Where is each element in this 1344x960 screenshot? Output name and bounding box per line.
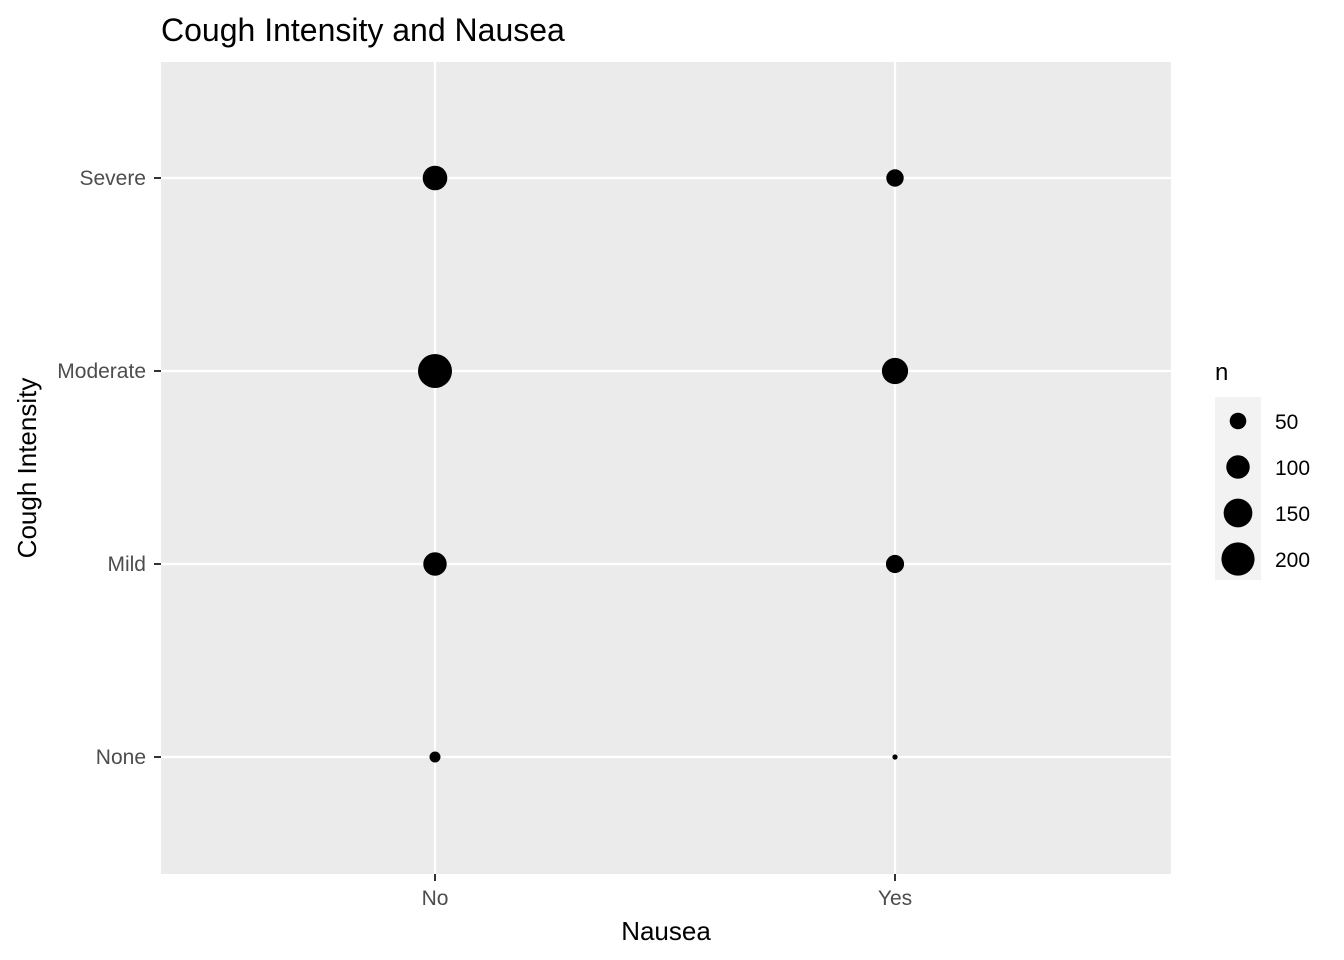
legend-key-100 bbox=[1226, 455, 1250, 479]
point-yes-mild bbox=[885, 554, 905, 574]
x-tick-label-yes: Yes bbox=[878, 887, 912, 910]
legend-label-200: 200 bbox=[1275, 549, 1310, 572]
legend-label-50: 50 bbox=[1275, 411, 1298, 434]
y-tick-label-none: None bbox=[96, 746, 146, 769]
legend-key-50 bbox=[1229, 412, 1247, 430]
y-tick-label-mild: Mild bbox=[107, 553, 146, 576]
point-yes-moderate bbox=[881, 357, 909, 385]
chart-title: Cough Intensity and Nausea bbox=[161, 12, 565, 48]
grid-lines bbox=[161, 62, 1171, 874]
point-yes-none bbox=[892, 754, 898, 760]
size-legend: n 50 100 150 200 bbox=[1215, 359, 1310, 580]
legend-label-150: 150 bbox=[1275, 503, 1310, 526]
legend-key-200 bbox=[1221, 542, 1255, 576]
x-tick-label-no: No bbox=[422, 887, 449, 910]
legend-items: 50 100 150 200 bbox=[1221, 411, 1310, 576]
axis-tick-labels: No Yes None Mild Moderate Severe bbox=[57, 167, 912, 910]
point-no-mild bbox=[423, 552, 447, 576]
y-tick-label-moderate: Moderate bbox=[57, 360, 146, 383]
x-axis-title: Nausea bbox=[621, 916, 711, 946]
legend-key-150 bbox=[1223, 498, 1253, 528]
plot-panel bbox=[161, 62, 1171, 874]
legend-title: n bbox=[1215, 359, 1228, 386]
y-axis-title: Cough Intensity bbox=[12, 378, 42, 559]
point-no-none bbox=[429, 751, 441, 763]
point-yes-severe bbox=[886, 169, 904, 187]
point-no-moderate bbox=[418, 354, 452, 388]
legend-label-100: 100 bbox=[1275, 457, 1310, 480]
axis-ticks bbox=[154, 177, 896, 881]
point-no-severe bbox=[422, 165, 448, 191]
data-points bbox=[418, 165, 909, 763]
y-tick-label-severe: Severe bbox=[79, 167, 146, 190]
